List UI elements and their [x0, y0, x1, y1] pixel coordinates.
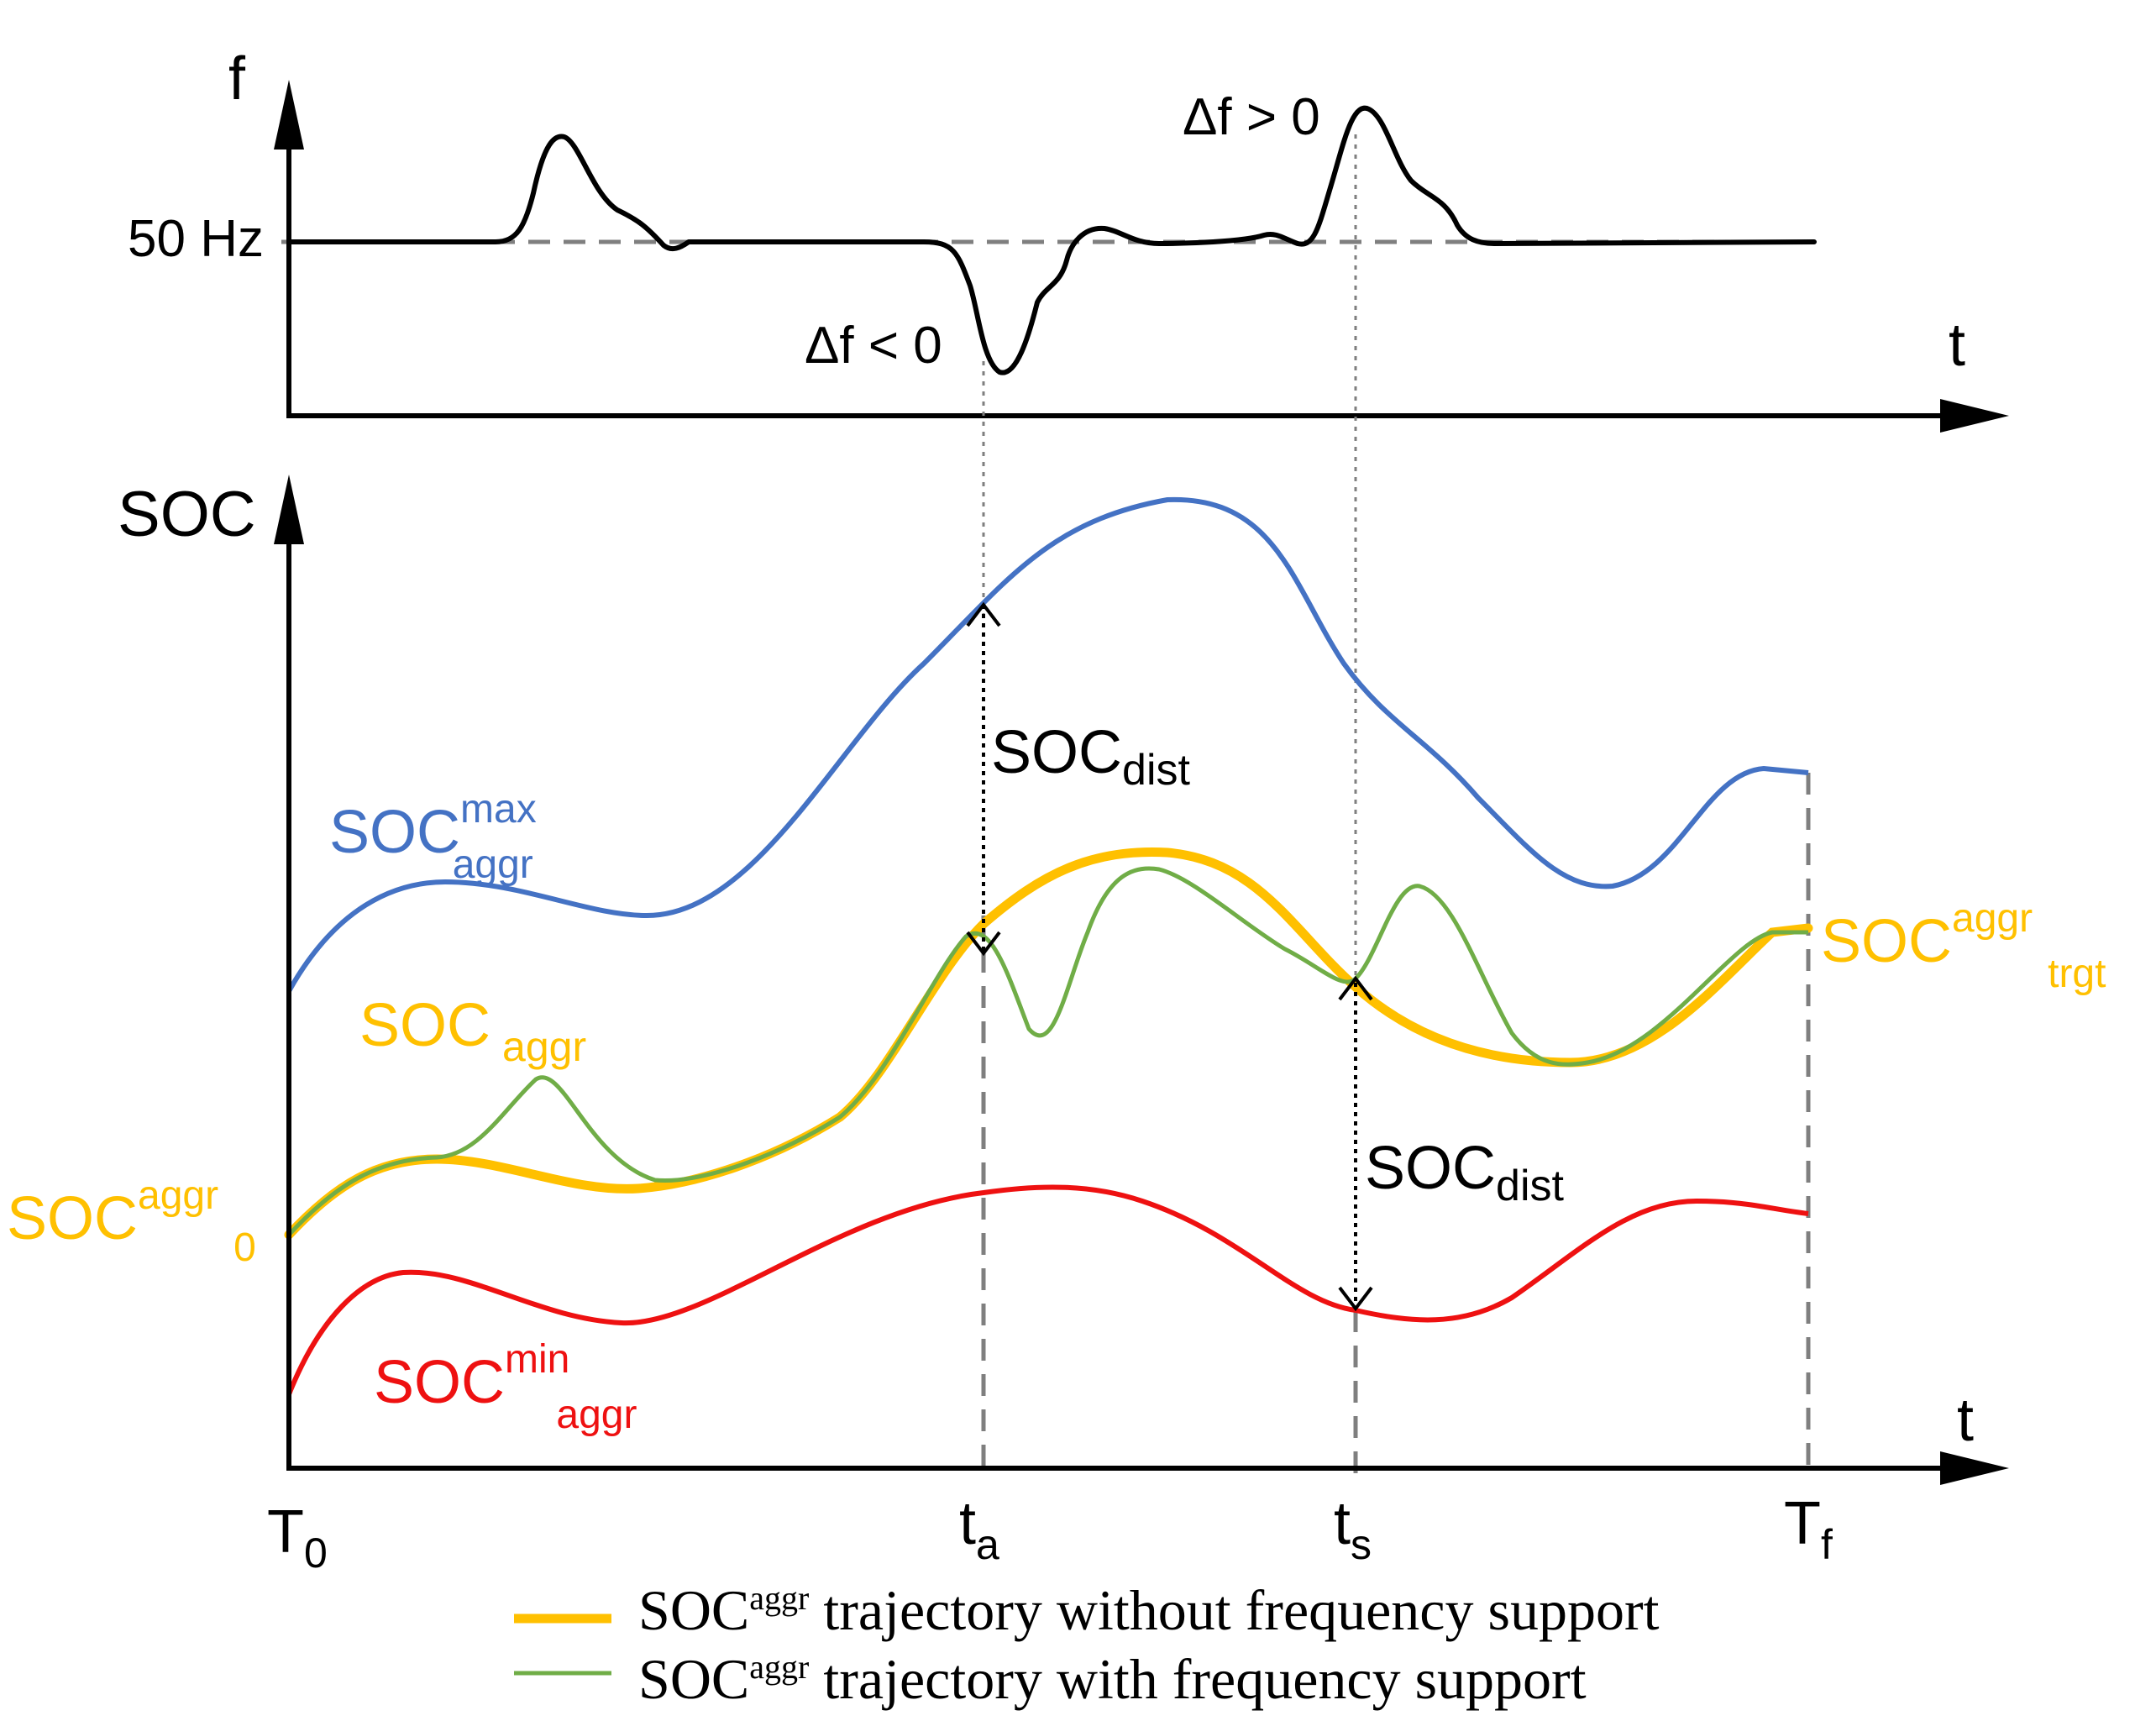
tick-tf: Tf: [1784, 1490, 1833, 1568]
tick-t0: T0: [267, 1498, 328, 1577]
frequency-panel: f 50 Hz t Δf < 0 Δf > 0: [128, 45, 2009, 433]
tick-ta: ta: [959, 1490, 999, 1568]
nominal-frequency-label: 50 Hz: [128, 210, 264, 268]
frequency-dip-label: Δf < 0: [805, 317, 942, 375]
soc-min-curve: [286, 1184, 1809, 1396]
legend-entry-with-support: SOCaggr trajectory with frequency suppor…: [638, 1647, 1587, 1711]
frequency-axis-label: f: [228, 45, 246, 113]
frequency-x-axis-arrowhead: [1940, 399, 2009, 433]
soc-y-axis-arrowhead: [274, 475, 304, 544]
soc-dist-label-ts: SOCdist: [1365, 1135, 1565, 1210]
soc-aggr-label: SOC aggr: [359, 992, 586, 1070]
soc-x-axis-arrowhead: [1940, 1451, 2009, 1485]
soc-time-axis-label: t: [1957, 1387, 1974, 1454]
soc-dist-arrowhead-ts-up: [1338, 975, 1373, 1001]
frequency-peak-label: Δf > 0: [1183, 88, 1320, 146]
soc-dist-arrowhead-ta-down: [966, 931, 1001, 957]
soc-min-label: SOCmin aggr: [374, 1337, 637, 1437]
soc-dist-arrowhead-ts-down: [1338, 1286, 1373, 1312]
soc-panel: SOC t T0 ta ts Tf SOCdist SOCdist SOCmax…: [7, 475, 2106, 1577]
soc-dist-arrowhead-ta-up: [966, 601, 1001, 627]
time-guides: [981, 134, 1811, 1474]
soc-max-curve: [286, 496, 1809, 993]
frequency-y-axis-arrowhead: [274, 80, 304, 150]
soc-dist-label-ta: SOCdist: [991, 719, 1191, 795]
frequency-time-axis-label: t: [1949, 312, 1965, 379]
soc-target-label: SOCaggrtrgt: [1821, 896, 2106, 996]
legend-entry-without-support: SOCaggr trajectory without frequency sup…: [638, 1578, 1660, 1642]
soc-max-label: SOCmax aggr: [329, 787, 537, 887]
frequency-curve: [287, 105, 1817, 375]
soc-axis-label: SOC: [118, 479, 256, 550]
soc-aggr-with-support-curve: [287, 866, 1808, 1236]
tick-ts: ts: [1334, 1490, 1372, 1568]
soc-initial-label: SOCaggr0: [7, 1173, 256, 1270]
legend: SOCaggr trajectory without frequency sup…: [514, 1578, 1660, 1711]
soc-aggr-without-support-curve: [284, 847, 1813, 1240]
